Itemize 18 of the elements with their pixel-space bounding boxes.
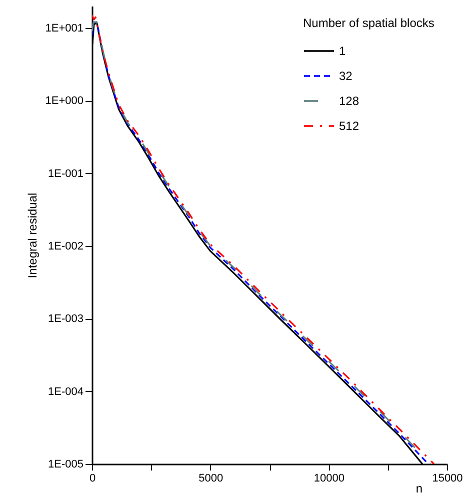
- y-tick-label: 1E-004: [48, 386, 84, 398]
- y-tick-label: 1E+001: [45, 22, 84, 34]
- y-tick-label: 1E-002: [48, 240, 84, 252]
- x-axis-title: n: [416, 482, 422, 496]
- x-tick-label: 10000: [314, 472, 344, 484]
- y-tick-label: 1E-005: [48, 458, 84, 470]
- x-tick-label: 15000: [432, 472, 463, 484]
- y-tick-label: 1E+000: [45, 95, 84, 108]
- y-axis-title: Integral residual: [25, 192, 40, 278]
- legend-label: 32: [339, 69, 353, 83]
- y-tick-label: 1E-003: [48, 313, 84, 326]
- legend-label: 1: [339, 44, 346, 58]
- x-tick-label: 0: [89, 472, 96, 484]
- legend-title: Number of spatial blocks: [303, 16, 434, 30]
- y-tick-label: 1E-001: [48, 168, 84, 180]
- legend-label: 128: [339, 94, 360, 108]
- x-tick-label: 5000: [198, 472, 224, 484]
- legend-label: 512: [339, 119, 360, 133]
